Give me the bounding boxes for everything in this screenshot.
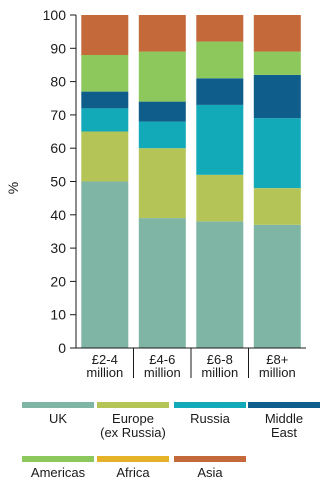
bar-segment-1-2 bbox=[81, 131, 129, 182]
bar-segment-3-1 bbox=[196, 221, 244, 348]
legend-item-3: Russia bbox=[172, 402, 248, 426]
bar-segment-3-5 bbox=[196, 41, 244, 79]
legend-item-1: UK bbox=[20, 402, 96, 426]
legend-swatch bbox=[97, 456, 169, 462]
x-tick-label-line: £8+ bbox=[266, 352, 288, 367]
y-tick-label: 70 bbox=[50, 107, 66, 123]
x-tick-label-1: £2-4 million bbox=[86, 352, 123, 380]
bar-segment-1-1 bbox=[81, 181, 129, 348]
legend-item-5: Americas bbox=[20, 456, 96, 480]
legend-swatch bbox=[174, 456, 246, 462]
y-tick-label: 0 bbox=[58, 340, 66, 356]
x-tick-label-line: million bbox=[259, 365, 296, 380]
y-tick-label: 10 bbox=[50, 307, 66, 323]
bar-segment-3-2 bbox=[196, 174, 244, 222]
bar-segment-3-4 bbox=[196, 78, 244, 105]
y-tick-label: 100 bbox=[43, 7, 67, 23]
y-tick-label: 80 bbox=[50, 74, 66, 90]
bar-segment-2-7 bbox=[138, 15, 186, 52]
y-tick-label: 20 bbox=[50, 273, 66, 289]
legend-swatch bbox=[97, 402, 169, 408]
bar-segment-2-4 bbox=[138, 101, 186, 122]
y-tick-label: 60 bbox=[50, 140, 66, 156]
legend-label: Asia bbox=[197, 465, 223, 480]
bar-segment-3-7 bbox=[196, 15, 244, 42]
x-tick-label-line: million bbox=[86, 365, 123, 380]
bar-segment-2-5 bbox=[138, 51, 186, 102]
y-tick-label: 50 bbox=[50, 174, 66, 190]
axes-group: £2-4 million£4-6 million£6-8 million£8+ mill… bbox=[43, 7, 306, 380]
y-axis-label: % bbox=[5, 182, 21, 194]
legend-label: Middle East bbox=[264, 411, 304, 440]
bar-segment-2-2 bbox=[138, 148, 186, 219]
legend-label: Americas bbox=[30, 465, 86, 480]
y-tick-label: 90 bbox=[50, 40, 66, 56]
x-tick-label-line: £6-8 bbox=[207, 352, 233, 367]
legend-label: Russia bbox=[190, 411, 230, 426]
legend-item-7: Asia bbox=[172, 456, 248, 480]
legend-item-2: Europe (ex Russia) bbox=[95, 402, 171, 440]
legend-label: Europe (ex Russia) bbox=[100, 411, 166, 440]
bar-segment-2-3 bbox=[138, 121, 186, 149]
legend-swatch bbox=[22, 456, 94, 462]
legend-item-4: Middle East bbox=[246, 402, 322, 440]
bar-segment-1-4 bbox=[81, 91, 129, 109]
legend-label: UK bbox=[48, 411, 68, 426]
legend-swatch bbox=[174, 402, 246, 408]
bar-segment-1-7 bbox=[81, 15, 129, 55]
x-tick-label-4: £8+ million bbox=[259, 352, 296, 380]
y-tick-label: 40 bbox=[50, 207, 66, 223]
x-tick-label-line: million bbox=[144, 365, 181, 380]
bar-segment-4-4 bbox=[253, 74, 301, 119]
bar-segment-4-7 bbox=[253, 15, 301, 52]
bar-segment-2-1 bbox=[138, 218, 186, 348]
bar-segment-4-3 bbox=[253, 118, 301, 189]
x-tick-label-line: £2-4 bbox=[92, 352, 118, 367]
legend-item-6: Africa bbox=[95, 456, 171, 480]
bar-segment-4-1 bbox=[253, 224, 301, 348]
x-tick-label-line: £4-6 bbox=[149, 352, 175, 367]
bar-segment-1-3 bbox=[81, 108, 129, 132]
x-tick-label-3: £6-8 million bbox=[201, 352, 238, 380]
bar-segment-1-5 bbox=[81, 55, 129, 92]
y-tick-label: 30 bbox=[50, 240, 66, 256]
bar-segment-3-3 bbox=[196, 104, 244, 175]
stacked-bar-chart: % £2-4 million£4-6 million£6-8 million£8+ mi… bbox=[5, 7, 306, 380]
legend-label: Africa bbox=[116, 465, 150, 480]
bars-group bbox=[81, 15, 301, 348]
legend-swatch bbox=[248, 402, 320, 408]
legend-swatch bbox=[22, 402, 94, 408]
bar-segment-4-2 bbox=[253, 188, 301, 225]
x-tick-label-line: million bbox=[201, 365, 238, 380]
x-tick-label-2: £4-6 million bbox=[144, 352, 181, 380]
bar-segment-4-5 bbox=[253, 51, 301, 75]
